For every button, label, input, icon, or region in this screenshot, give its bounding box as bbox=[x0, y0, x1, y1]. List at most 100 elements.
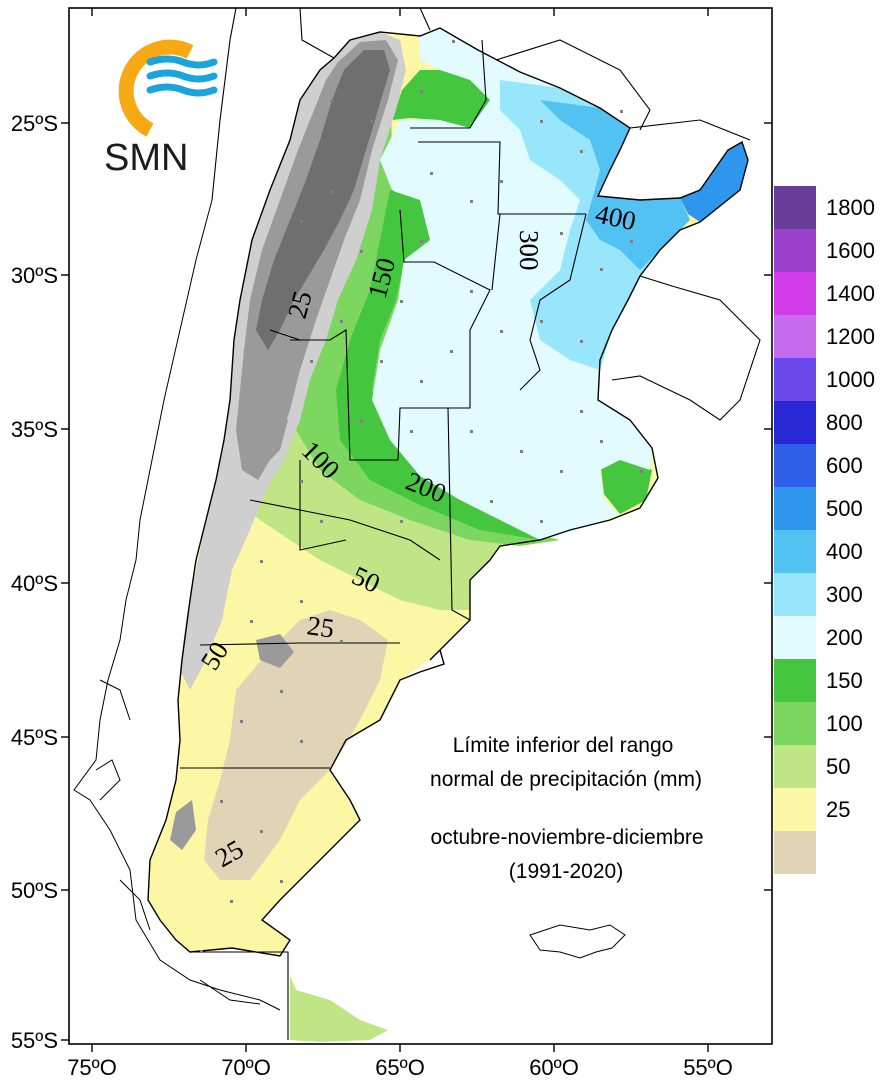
station-dot bbox=[260, 560, 263, 563]
lat-label: 40ºS bbox=[11, 571, 58, 596]
station-dot bbox=[500, 330, 503, 333]
station-dot bbox=[540, 120, 543, 123]
station-dot bbox=[300, 480, 303, 483]
frame-ticks bbox=[61, 8, 772, 1052]
legend-color-bar bbox=[774, 186, 816, 874]
lat-label: 50ºS bbox=[11, 878, 58, 903]
legend-label: 1400 bbox=[826, 281, 875, 306]
station-dot bbox=[540, 320, 543, 323]
legend-label: 50 bbox=[826, 754, 850, 779]
legend-label: 100 bbox=[826, 711, 863, 736]
region-500-600 bbox=[680, 142, 748, 222]
legend-swatch bbox=[774, 788, 816, 831]
andes-topography bbox=[170, 32, 406, 850]
station-dot bbox=[320, 520, 323, 523]
legend-label: 200 bbox=[826, 625, 863, 650]
legend-swatch bbox=[774, 358, 816, 401]
station-dot bbox=[620, 110, 623, 113]
station-dot bbox=[470, 430, 473, 433]
station-dot bbox=[420, 380, 423, 383]
station-dot bbox=[600, 440, 603, 443]
lat-label: 45ºS bbox=[11, 725, 58, 750]
station-dot bbox=[360, 420, 363, 423]
legend-swatch bbox=[774, 659, 816, 702]
legend-labels: 1800 1600 1400 1200 1000 800 600 500 400 300 200 15… bbox=[826, 195, 875, 822]
station-dot bbox=[200, 950, 203, 953]
station-dot bbox=[400, 520, 403, 523]
lat-label: 35ºS bbox=[11, 417, 58, 442]
station-dot bbox=[380, 360, 383, 363]
caption-line-3: octubre-noviembre-diciembre bbox=[430, 826, 703, 849]
station-dot bbox=[580, 150, 583, 153]
station-dot bbox=[490, 500, 493, 503]
legend-label: 1200 bbox=[826, 324, 875, 349]
legend-swatch bbox=[774, 186, 816, 229]
legend-swatch bbox=[774, 487, 816, 530]
legend-label: 1000 bbox=[826, 367, 875, 392]
station-dot bbox=[470, 290, 473, 293]
legend-label: 800 bbox=[826, 410, 863, 435]
legend-swatch bbox=[774, 401, 816, 444]
station-dot bbox=[630, 240, 633, 243]
province-lines bbox=[180, 39, 587, 1040]
caption-line-4: (1991-2020) bbox=[509, 860, 623, 883]
legend-swatch bbox=[774, 702, 816, 745]
region-400-500 bbox=[540, 100, 690, 270]
legend-swatch bbox=[774, 616, 816, 659]
legend-swatch bbox=[774, 272, 816, 315]
legend-label: 600 bbox=[826, 453, 863, 478]
legend-swatch bbox=[774, 745, 816, 788]
legend-swatch bbox=[774, 229, 816, 272]
legend-label: 25 bbox=[826, 797, 850, 822]
longitude-labels: 75ºO 70ºO 65ºO 60ºO 55ºO bbox=[67, 1055, 733, 1080]
caption-line-1: Límite inferior del rango bbox=[453, 734, 674, 757]
lon-label: 70ºO bbox=[221, 1055, 271, 1080]
station-dot bbox=[450, 350, 453, 353]
station-dot bbox=[580, 410, 583, 413]
region-tierra-del-fuego bbox=[290, 976, 388, 1042]
neighbor-borders bbox=[211, 7, 761, 421]
station-dot bbox=[300, 220, 303, 223]
lon-label: 60ºO bbox=[529, 1055, 579, 1080]
station-dot bbox=[420, 240, 423, 243]
legend-swatch bbox=[774, 315, 816, 358]
station-dot bbox=[430, 172, 433, 175]
legend-label: 150 bbox=[826, 668, 863, 693]
plot-frame bbox=[68, 7, 773, 1045]
andes-dark bbox=[256, 50, 390, 350]
caption-line-2: normal de precipitación (mm) bbox=[430, 768, 702, 791]
smn-logo: SMN bbox=[104, 39, 218, 179]
station-dot bbox=[470, 200, 473, 203]
station-dot bbox=[220, 800, 223, 803]
legend-label: 400 bbox=[826, 539, 863, 564]
station-dot bbox=[452, 40, 455, 43]
map-caption: Límite inferior del rango normal de prec… bbox=[430, 734, 704, 883]
latitude-labels: 25ºS 30ºS 35ºS 40ºS 45ºS 50ºS 55ºS bbox=[11, 111, 58, 1053]
lat-label: 30ºS bbox=[11, 263, 58, 288]
logo-waves-icon bbox=[146, 55, 218, 97]
region-lt25-central-patagonia bbox=[204, 610, 388, 880]
station-dot bbox=[280, 880, 283, 883]
logo-text: SMN bbox=[104, 137, 188, 179]
legend-swatch bbox=[774, 831, 816, 874]
station-dot bbox=[560, 232, 563, 235]
station-dot bbox=[500, 180, 503, 183]
contour-labels: 400 300 150 25 100 200 50 25 50 25 bbox=[195, 199, 639, 874]
station-dot bbox=[280, 690, 283, 693]
station-dot bbox=[300, 740, 303, 743]
station-dot bbox=[300, 600, 303, 603]
station-dot bbox=[340, 320, 343, 323]
contour-label-300: 300 bbox=[514, 230, 544, 271]
station-dot bbox=[540, 520, 543, 523]
station-dot bbox=[330, 100, 333, 103]
region-150-200 bbox=[336, 70, 652, 540]
station-dot bbox=[240, 720, 243, 723]
station-dot bbox=[370, 120, 373, 123]
legend-swatch bbox=[774, 573, 816, 616]
station-dot bbox=[410, 430, 413, 433]
station-markers bbox=[200, 40, 643, 953]
legend-label: 1800 bbox=[826, 195, 875, 220]
lon-label: 65ºO bbox=[375, 1055, 425, 1080]
station-dot bbox=[330, 190, 333, 193]
